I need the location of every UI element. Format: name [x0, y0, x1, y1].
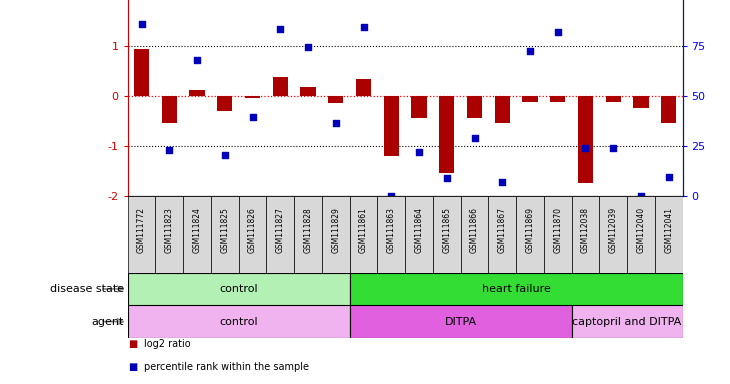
Text: log2 ratio: log2 ratio	[144, 339, 191, 349]
Bar	[128, 196, 155, 273]
Bar	[211, 196, 239, 273]
Text: GSM112038: GSM112038	[581, 207, 590, 253]
Bar	[572, 196, 599, 273]
Point	[524, 48, 536, 54]
Bar	[294, 196, 322, 273]
Bar	[350, 196, 377, 273]
Point	[247, 114, 258, 120]
Bar	[162, 96, 177, 124]
Text: heart failure: heart failure	[482, 284, 550, 294]
Text: GSM111864: GSM111864	[415, 207, 423, 253]
Text: GSM111867: GSM111867	[498, 207, 507, 253]
Point	[441, 175, 453, 182]
Bar	[516, 196, 544, 273]
Text: GSM111826: GSM111826	[248, 207, 257, 253]
Point	[274, 25, 286, 32]
Bar	[356, 79, 371, 96]
Bar	[433, 196, 461, 273]
Point	[302, 44, 314, 50]
Text: GSM112039: GSM112039	[609, 207, 618, 253]
Text: GSM111866: GSM111866	[470, 207, 479, 253]
Point	[164, 147, 175, 153]
Text: ■: ■	[128, 339, 137, 349]
Bar	[183, 196, 211, 273]
Bar	[245, 96, 260, 98]
Bar	[350, 305, 572, 338]
Text: GSM111772: GSM111772	[137, 207, 146, 253]
Text: DITPA: DITPA	[445, 316, 477, 327]
Point	[635, 193, 647, 199]
Bar	[128, 305, 350, 338]
Bar	[412, 96, 426, 118]
Bar	[350, 273, 683, 305]
Text: GSM111827: GSM111827	[276, 207, 285, 253]
Bar	[606, 96, 620, 102]
Bar	[128, 273, 350, 305]
Bar	[661, 96, 676, 124]
Text: GSM111828: GSM111828	[304, 207, 312, 253]
Point	[191, 57, 203, 63]
Bar	[572, 305, 683, 338]
Point	[358, 24, 369, 30]
Text: ■: ■	[128, 362, 137, 372]
Bar	[239, 196, 266, 273]
Bar	[384, 96, 399, 156]
Bar	[544, 196, 572, 273]
Bar	[467, 96, 482, 118]
Bar	[550, 96, 565, 102]
Text: GSM111861: GSM111861	[359, 207, 368, 253]
Text: captopril and DITPA: captopril and DITPA	[572, 316, 682, 327]
Bar	[634, 96, 648, 109]
Text: GSM111824: GSM111824	[193, 207, 201, 253]
Bar	[301, 87, 315, 96]
Text: disease state: disease state	[50, 284, 124, 294]
Text: agent: agent	[92, 316, 124, 327]
Point	[330, 121, 342, 127]
Bar	[322, 196, 350, 273]
Point	[580, 146, 591, 152]
Bar	[218, 96, 232, 111]
Text: control: control	[220, 316, 258, 327]
Bar	[273, 77, 288, 96]
Bar	[627, 196, 655, 273]
Point	[663, 174, 675, 180]
Text: control: control	[220, 284, 258, 294]
Point	[552, 29, 564, 35]
Point	[607, 146, 619, 152]
Bar	[655, 196, 683, 273]
Text: GSM111863: GSM111863	[387, 207, 396, 253]
Bar	[495, 96, 510, 124]
Bar	[134, 49, 149, 96]
Bar	[190, 90, 204, 96]
Text: GSM111823: GSM111823	[165, 207, 174, 253]
Point	[469, 136, 480, 142]
Text: GSM111870: GSM111870	[553, 207, 562, 253]
Text: percentile rank within the sample: percentile rank within the sample	[144, 362, 309, 372]
Point	[219, 152, 231, 158]
Bar	[578, 96, 593, 184]
Bar	[488, 196, 516, 273]
Text: GSM111829: GSM111829	[331, 207, 340, 253]
Bar	[405, 196, 433, 273]
Bar	[155, 196, 183, 273]
Bar	[599, 196, 627, 273]
Bar	[461, 196, 488, 273]
Bar	[523, 96, 537, 102]
Bar	[328, 96, 343, 104]
Bar	[266, 196, 294, 273]
Bar	[439, 96, 454, 174]
Point	[413, 149, 425, 155]
Point	[385, 193, 397, 199]
Text: GSM111825: GSM111825	[220, 207, 229, 253]
Text: GSM111865: GSM111865	[442, 207, 451, 253]
Text: GSM112040: GSM112040	[637, 207, 645, 253]
Bar	[377, 196, 405, 273]
Point	[496, 179, 508, 185]
Point	[136, 20, 147, 27]
Text: GSM112041: GSM112041	[664, 207, 673, 253]
Text: GSM111869: GSM111869	[526, 207, 534, 253]
